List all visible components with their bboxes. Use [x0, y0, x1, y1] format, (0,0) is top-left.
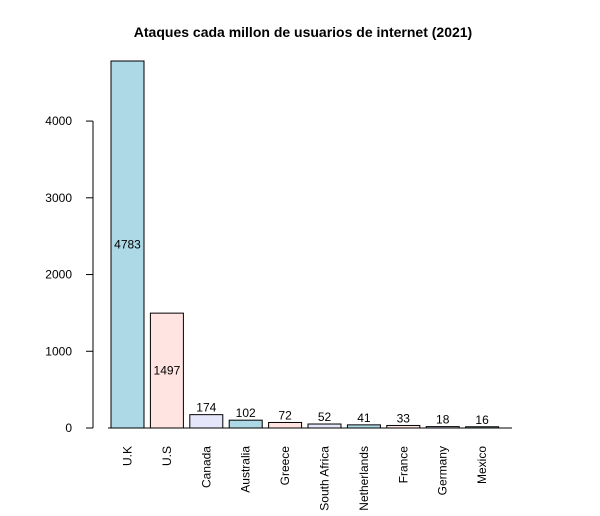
bar — [425, 426, 460, 429]
data-label: 72 — [278, 408, 292, 422]
x-category-label: Australia — [239, 446, 253, 493]
bar — [110, 60, 145, 429]
data-label: 174 — [196, 401, 216, 415]
bar — [189, 414, 224, 429]
bar — [346, 424, 381, 429]
bar — [268, 421, 303, 429]
bar — [149, 312, 184, 429]
x-category-label: Mexico — [475, 446, 489, 484]
x-category-label: South Africa — [318, 446, 332, 511]
bar — [465, 426, 500, 429]
y-tick-label: 1000 — [45, 344, 72, 358]
bar — [386, 424, 421, 429]
data-label: 33 — [397, 411, 411, 425]
data-label: 1497 — [154, 364, 181, 378]
y-tick-label: 2000 — [45, 268, 72, 282]
y-tick-label: 4000 — [45, 114, 72, 128]
data-label: 18 — [436, 413, 450, 427]
x-category-label: U.S — [160, 446, 174, 466]
data-label: 102 — [236, 406, 256, 420]
x-labels-group: U.K U.S Canada Australia Greece South Africa N… — [121, 446, 490, 511]
x-category-label: Netherlands — [357, 446, 371, 511]
chart-title: Ataques cada millon de usuarios de inter… — [134, 24, 472, 40]
bars-group — [108, 60, 512, 429]
data-label: 4783 — [114, 238, 141, 252]
x-category-label: U.K — [121, 446, 135, 466]
bar — [228, 419, 263, 429]
x-category-label: Canada — [199, 446, 213, 488]
y-axis: 0 1000 2000 3000 4000 — [45, 114, 94, 435]
x-category-label: Germany — [436, 446, 450, 495]
y-tick-label: 3000 — [45, 191, 72, 205]
data-label: 41 — [357, 411, 371, 425]
data-labels-group: 4783 1497 174 102 72 52 41 33 18 16 — [114, 238, 489, 427]
bar — [307, 423, 342, 429]
data-label: 52 — [318, 410, 332, 424]
y-tick-label: 0 — [65, 421, 72, 435]
x-category-label: France — [396, 446, 410, 484]
x-category-label: Greece — [278, 446, 292, 486]
data-label: 16 — [475, 413, 489, 427]
